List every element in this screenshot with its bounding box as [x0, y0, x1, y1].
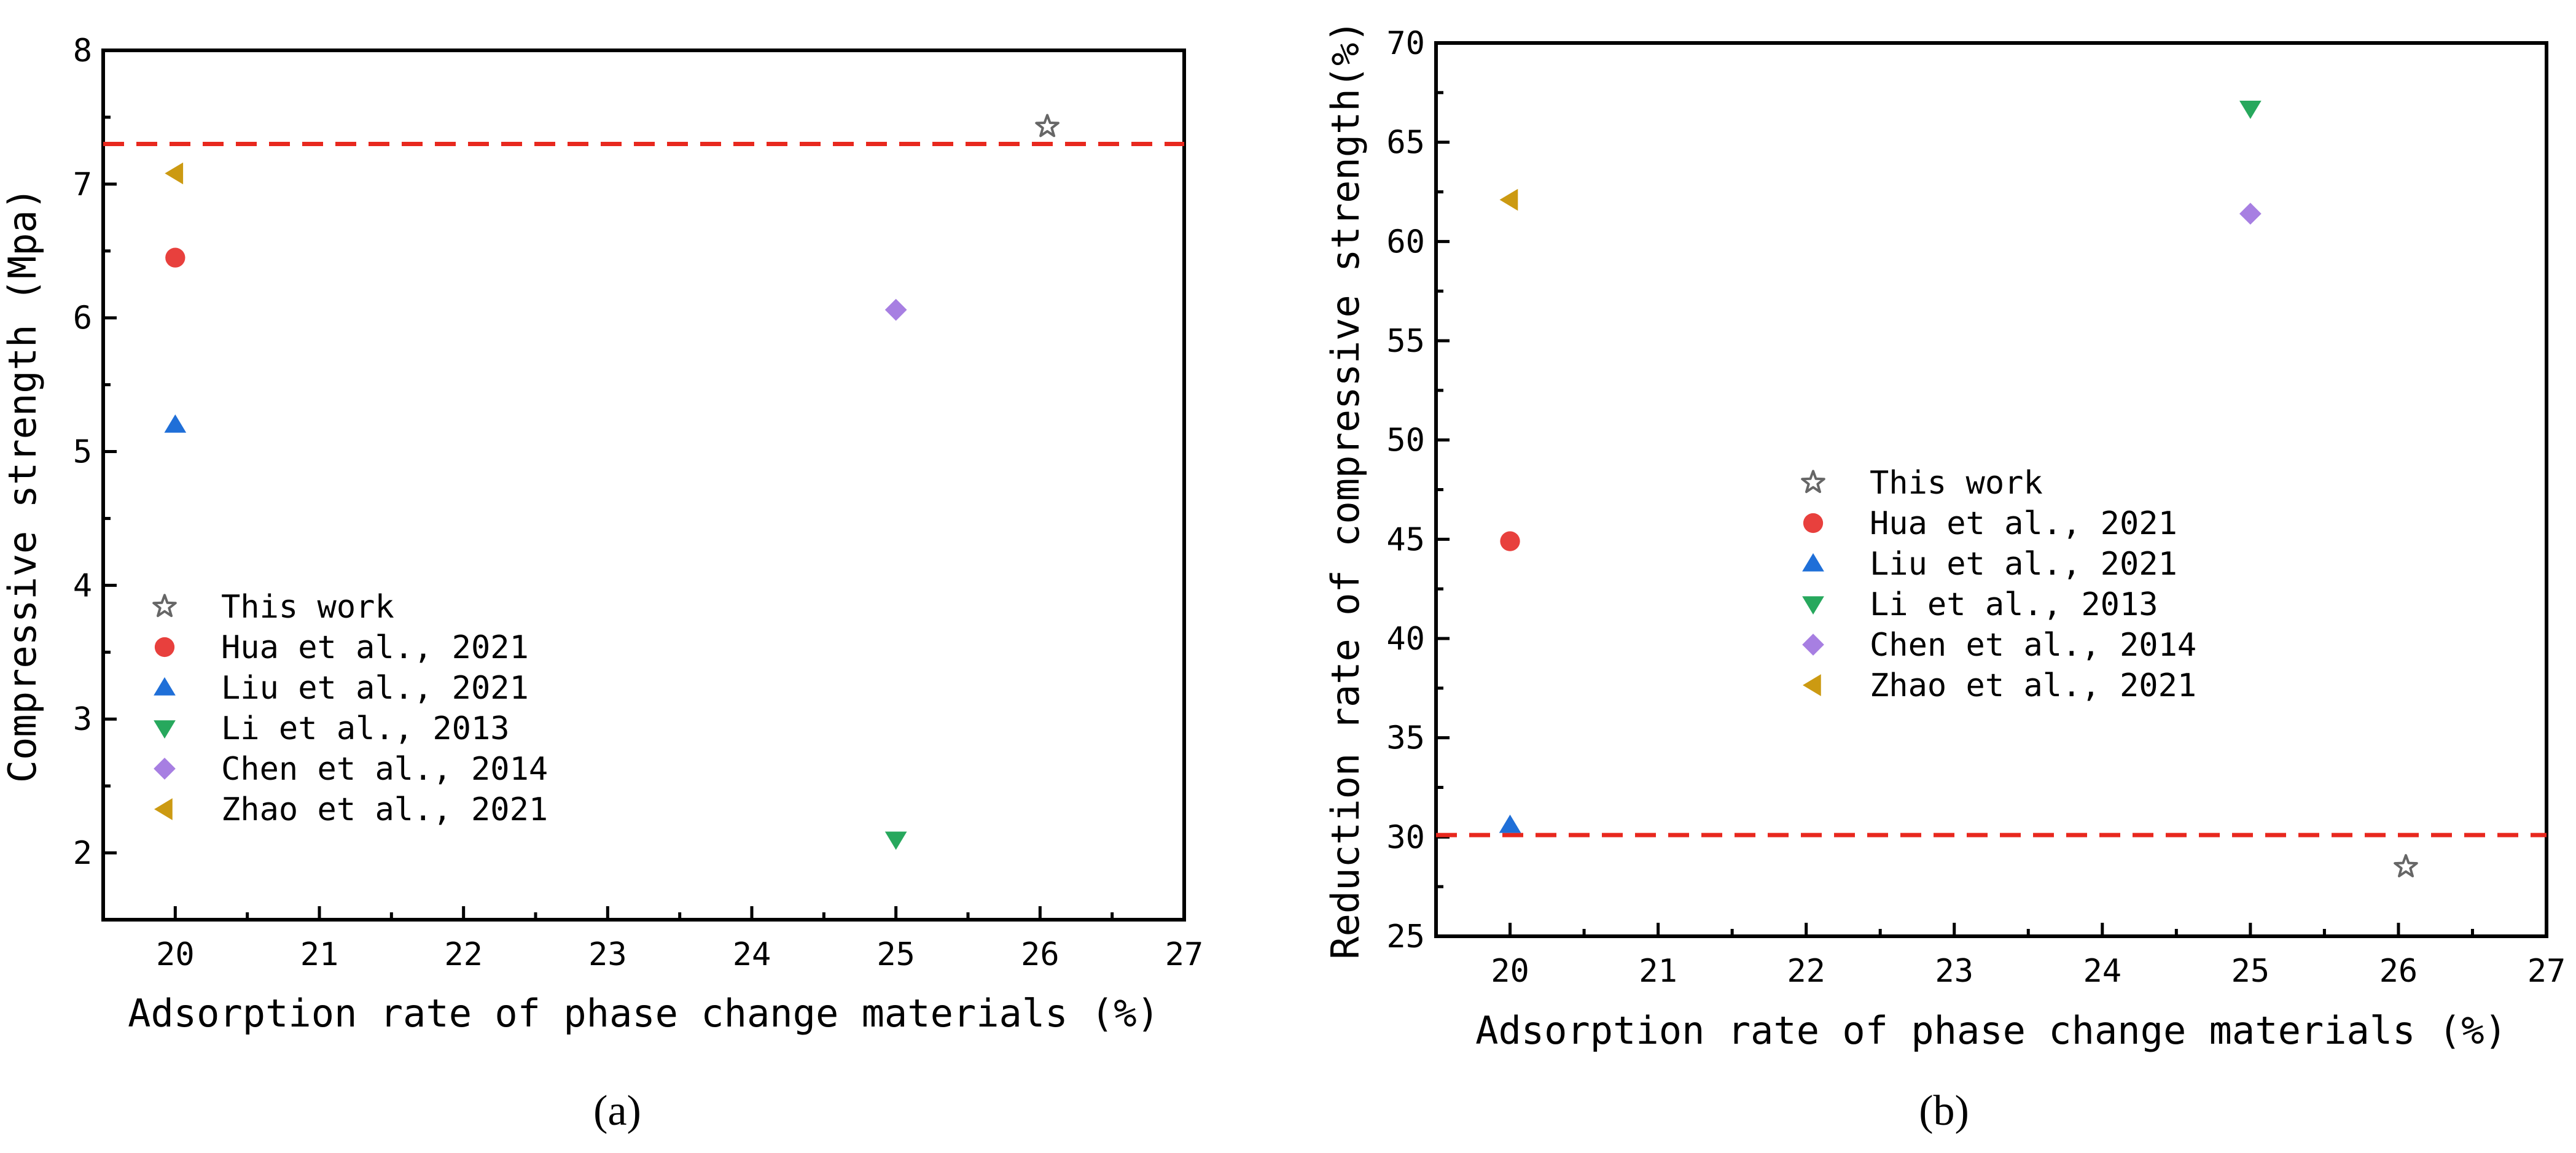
legend-label: Hua et al., 2021 — [1870, 505, 2177, 542]
y-tick-label: 30 — [1386, 819, 1425, 856]
x-tick-label: 25 — [876, 936, 915, 973]
x-tick-label: 24 — [2083, 953, 2121, 990]
y-tick-label: 45 — [1386, 521, 1425, 558]
legend-label: Li et al., 2013 — [1870, 586, 2158, 623]
y-tick-label: 60 — [1386, 223, 1425, 260]
x-tick-label: 20 — [156, 936, 195, 973]
legend-label: Chen et al., 2014 — [1870, 627, 2196, 664]
y-tick-label: 25 — [1386, 918, 1425, 955]
legend-marker-circle — [1803, 513, 1824, 534]
legend-marker-circle — [154, 637, 175, 658]
legend-marker-triangle-down — [154, 720, 176, 739]
x-tick-label: 22 — [1787, 953, 1825, 990]
data-point-triangle-down — [2239, 100, 2262, 119]
y-tick-label: 65 — [1386, 125, 1425, 161]
legend-label: This work — [221, 589, 394, 626]
x-axis-label: Adsorption rate of phase change material… — [128, 991, 1160, 1036]
data-point-circle — [1500, 531, 1520, 551]
data-point-triangle-left — [1499, 188, 1518, 211]
panel-caption: (b) — [1919, 1087, 1969, 1135]
legend-label: Liu et al., 2021 — [1870, 546, 2177, 583]
x-axis-label: Adsorption rate of phase change material… — [1475, 1008, 2507, 1053]
legend-label: Li et al., 2013 — [221, 710, 510, 747]
x-tick-label: 22 — [444, 936, 483, 973]
x-tick-label: 23 — [1935, 953, 1973, 990]
x-tick-label: 23 — [588, 936, 627, 973]
legend-marker-triangle-left — [154, 798, 173, 820]
y-axis-label: Compressive strength (Mpa) — [0, 187, 45, 783]
x-tick-label: 25 — [2231, 953, 2270, 990]
y-tick-label: 8 — [73, 33, 92, 69]
data-point-circle — [165, 247, 185, 268]
y-tick-label: 2 — [73, 835, 92, 872]
legend-label: Hua et al., 2021 — [221, 629, 529, 666]
x-tick-label: 27 — [2527, 953, 2566, 990]
data-point-triangle-up — [1499, 814, 1521, 833]
legend-label: This work — [1870, 465, 2043, 502]
x-tick-label: 24 — [733, 936, 771, 973]
data-point-triangle-left — [165, 162, 184, 185]
x-tick-label: 20 — [1491, 953, 1529, 990]
legend-label: Chen et al., 2014 — [221, 751, 548, 788]
data-point-diamond — [2239, 203, 2262, 225]
y-tick-label: 55 — [1386, 323, 1425, 360]
y-tick-label: 3 — [73, 701, 92, 738]
legend-marker-diamond — [1802, 634, 1824, 656]
legend-label: Liu et al., 2021 — [221, 670, 529, 707]
legend-marker-triangle-up — [1802, 553, 1824, 572]
plot-frame — [101, 49, 1186, 922]
y-axis-label: Reduction rate of compressive strength(%… — [1323, 20, 1368, 959]
legend-marker-triangle-left — [1803, 674, 1821, 696]
panel-b-chart: 20 21 22 23 24 25 26 27 25 30 35 40 45 50 55 60 65 70 Adso… — [1323, 20, 2566, 1135]
x-tick-label: 27 — [1165, 936, 1204, 973]
legend-label: Zhao et al., 2021 — [221, 791, 548, 828]
legend-marker-star — [152, 594, 177, 618]
panel-caption: (a) — [593, 1087, 641, 1135]
y-tick-label: 7 — [73, 166, 92, 203]
data-point-triangle-down — [884, 831, 907, 850]
x-tick-label: 21 — [300, 936, 339, 973]
legend-marker-triangle-up — [154, 677, 176, 696]
y-tick-label: 35 — [1386, 720, 1425, 757]
y-tick-label: 4 — [73, 567, 92, 604]
legend-marker-diamond — [154, 758, 176, 780]
data-point-star — [2394, 854, 2418, 877]
y-tick-label: 40 — [1386, 621, 1425, 658]
x-tick-label: 26 — [2379, 953, 2418, 990]
y-tick-label: 6 — [73, 300, 92, 337]
y-tick-label: 5 — [73, 434, 92, 471]
x-tick-label: 26 — [1021, 936, 1060, 973]
legend-marker-star — [1801, 470, 1825, 494]
y-tick-label: 50 — [1386, 422, 1425, 459]
y-tick-label: 70 — [1386, 25, 1425, 62]
data-point-triangle-up — [164, 414, 187, 433]
legend-marker-triangle-down — [1802, 596, 1824, 615]
data-point-star — [1035, 114, 1060, 138]
legend-label: Zhao et al., 2021 — [1870, 667, 2196, 704]
data-point-diamond — [884, 298, 907, 321]
x-tick-label: 21 — [1639, 953, 1677, 990]
